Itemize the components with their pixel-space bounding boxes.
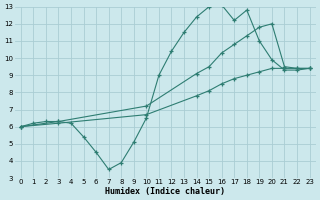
X-axis label: Humidex (Indice chaleur): Humidex (Indice chaleur) (105, 187, 225, 196)
